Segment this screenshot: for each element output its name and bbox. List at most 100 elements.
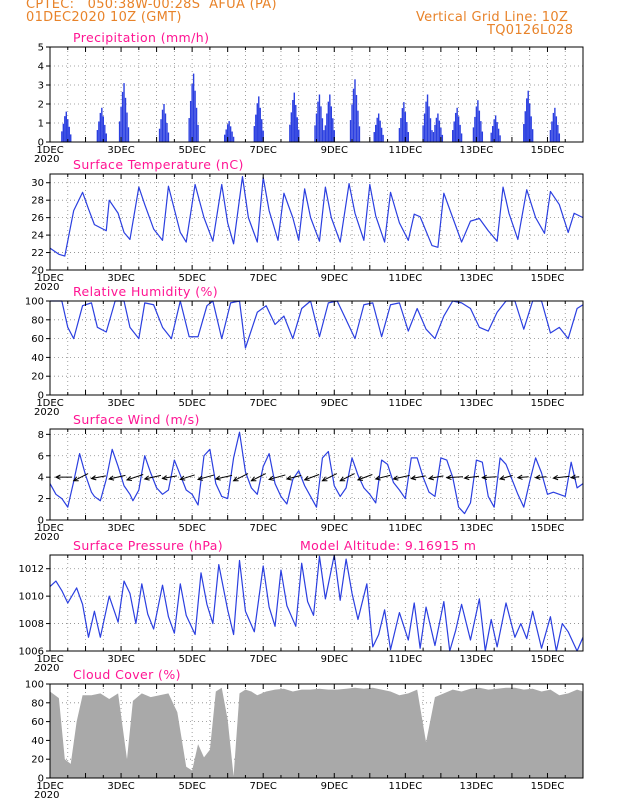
precip-bar — [554, 107, 556, 142]
x-tick-label: 5DEC — [178, 273, 205, 284]
precip-bar — [351, 104, 353, 142]
wind-arrow — [162, 475, 178, 480]
panel-subtitle: Model Altitude: 9.16915 m — [300, 538, 476, 553]
y-tick-label: 4 — [38, 62, 44, 73]
x-tick-label: 13DEC — [460, 654, 494, 665]
wind-arrow-head — [161, 475, 168, 481]
series-line — [49, 431, 584, 515]
precip-bar — [188, 118, 190, 142]
vertical-grid-note: Vertical Grid Line: 10Z — [416, 10, 569, 25]
precip-bar — [555, 116, 558, 142]
precip-bar — [126, 112, 128, 142]
precip-bar — [478, 110, 481, 142]
x-tick-label: 3DEC — [107, 523, 134, 534]
wind-arrow — [180, 474, 195, 480]
precip-bar — [531, 129, 534, 142]
precip-bar — [357, 110, 359, 142]
precip-bar — [380, 127, 383, 142]
x-tick-label: 3DEC — [107, 398, 134, 409]
y-tick-label: 0 — [38, 138, 44, 149]
precip-bar — [460, 133, 463, 142]
wind-arrow — [251, 473, 266, 482]
wind-arrow — [73, 473, 89, 482]
wind-arrow — [91, 475, 106, 480]
wind-arrow-head — [143, 475, 150, 481]
wind-arrow — [428, 475, 444, 480]
precip-bar — [558, 133, 561, 142]
y-tick-label: 30 — [31, 178, 44, 189]
precip-bar — [496, 122, 498, 142]
year-label: 2020 — [34, 663, 59, 674]
x-tick-label: 9DEC — [321, 781, 348, 792]
precip-bar — [70, 134, 72, 142]
precip-bar — [101, 107, 103, 142]
wind-arrow-head — [54, 474, 61, 480]
precip-bar — [401, 108, 404, 142]
wind-arrow-head — [125, 476, 133, 482]
precip-bar — [192, 73, 195, 142]
wind-arrow-head — [481, 474, 488, 480]
year-label: 2020 — [34, 532, 59, 543]
precip-bar — [527, 90, 529, 142]
precip-bar — [158, 128, 161, 142]
x-tick-label: 15DEC — [531, 398, 565, 409]
wind-arrow — [322, 473, 338, 482]
x-tick-label: 7DEC — [250, 145, 277, 156]
precip-bar — [327, 101, 330, 142]
wind-arrow — [144, 474, 162, 480]
y-tick-label: 60 — [31, 717, 44, 728]
precip-bar — [226, 124, 229, 142]
precip-bar — [330, 106, 333, 142]
year-label: 2020 — [34, 282, 59, 293]
precip-bar — [321, 118, 324, 142]
year-label: 2020 — [34, 407, 59, 418]
precip-bar — [404, 112, 407, 142]
precip-bar — [354, 79, 356, 142]
x-tick-label: 15DEC — [531, 273, 565, 284]
precip-bar — [96, 130, 99, 142]
precip-bar — [438, 120, 441, 142]
precip-bar — [189, 100, 192, 142]
x-tick-label: 5DEC — [178, 523, 205, 534]
x-tick-label: 7DEC — [250, 781, 277, 792]
precip-bar — [256, 103, 258, 142]
station-info: CPTEC: 050:38W-00:28S AFUA (PA) — [26, 0, 277, 12]
precip-bar — [195, 107, 198, 142]
y-tick-label: 0 — [38, 391, 44, 402]
precip-bar — [166, 123, 168, 142]
precip-bar — [499, 135, 501, 142]
precip-bar — [197, 124, 199, 142]
precip-bar — [102, 116, 104, 142]
x-tick-label: 7DEC — [250, 398, 277, 409]
precip-bar — [429, 118, 432, 142]
precip-bar — [530, 116, 532, 142]
precip-bar — [403, 102, 405, 142]
precip-bar — [454, 112, 457, 142]
x-tick-label: 13DEC — [460, 781, 494, 792]
precip-bar — [477, 100, 479, 142]
y-tick-label: 8 — [38, 430, 44, 441]
precip-bar — [65, 111, 67, 142]
wind-arrow-head — [268, 475, 275, 481]
model-code: TQ0126L028 — [487, 23, 574, 38]
precip-bar — [258, 96, 260, 142]
precip-bar — [255, 114, 257, 142]
precip-bar — [253, 126, 256, 142]
run-time: 01DEC2020 10Z (GMT) — [26, 10, 182, 25]
y-tick-label: 1008 — [19, 619, 44, 630]
precip-bar — [529, 103, 531, 142]
precip-bar — [62, 123, 65, 142]
wind-arrow — [268, 474, 286, 480]
precip-bar — [494, 115, 497, 142]
precip-bar — [425, 101, 427, 142]
x-tick-label: 11DEC — [388, 781, 422, 792]
precip-bar — [292, 100, 294, 142]
precip-bar — [333, 130, 335, 142]
precip-bar — [127, 127, 130, 142]
y-tick-label: 1006 — [19, 647, 44, 658]
panel-title: Surface Pressure (hPa) — [73, 538, 223, 553]
y-tick-label: 6 — [38, 451, 44, 462]
y-tick-label: 60 — [31, 334, 44, 345]
cloud-cover-area — [50, 687, 583, 778]
precip-bar — [289, 124, 291, 142]
